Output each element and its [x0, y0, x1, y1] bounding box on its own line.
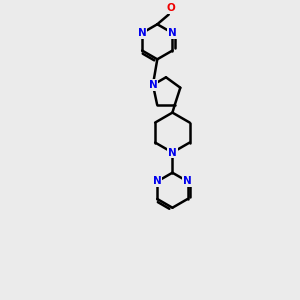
Text: N: N — [153, 176, 162, 187]
Text: N: N — [168, 148, 177, 158]
Text: O: O — [166, 3, 175, 14]
Text: N: N — [168, 28, 177, 38]
Text: N: N — [138, 28, 146, 38]
Text: N: N — [148, 80, 157, 90]
Text: N: N — [183, 176, 192, 187]
